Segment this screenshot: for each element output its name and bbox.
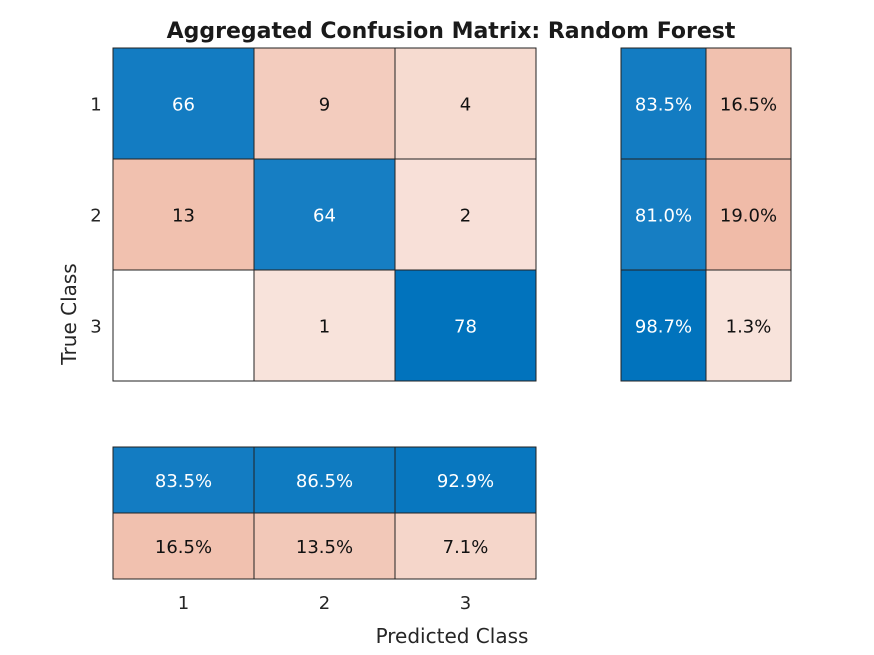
matrix-cell-2-2 xyxy=(253,158,396,271)
matrix-cell-value: 2 xyxy=(460,206,471,227)
y-tick-label: 3 xyxy=(90,317,101,338)
row-summary-value: 81.0% xyxy=(635,206,692,227)
column-summary-value: 16.5% xyxy=(155,537,212,558)
row-summary-value: 16.5% xyxy=(720,95,777,116)
matrix-cell-value: 66 xyxy=(172,95,195,116)
row-summary-cell-3-correct xyxy=(620,269,707,382)
x-tick-label: 2 xyxy=(319,593,330,614)
column-summary-cell-2-correct xyxy=(253,446,396,514)
column-summary-cell-2-incorrect xyxy=(253,512,396,580)
column-summary-value: 13.5% xyxy=(296,537,353,558)
row-summary-cell-3-incorrect xyxy=(705,269,792,382)
row-summary-cell-1-incorrect xyxy=(705,47,792,160)
y-tick-label: 2 xyxy=(90,206,101,227)
row-summary-cell-2-incorrect xyxy=(705,158,792,271)
confusion-matrix-grid: 66 9 4 13 64 2 1 78 xyxy=(112,47,537,382)
x-tick-label: 3 xyxy=(460,593,471,614)
matrix-cell-3-2 xyxy=(253,269,396,382)
x-axis-label: Predicted Class xyxy=(376,624,529,648)
matrix-cell-1-3 xyxy=(394,47,537,160)
column-summary-cell-3-correct xyxy=(394,446,537,514)
row-summary-value: 19.0% xyxy=(720,206,777,227)
column-summary-grid: 83.5% 86.5% 92.9% 16.5% 13.5% 7.1% xyxy=(112,446,537,580)
row-summary-value: 83.5% xyxy=(635,95,692,116)
y-tick-label: 1 xyxy=(90,95,101,116)
column-summary-cell-1-correct xyxy=(112,446,255,514)
tick-labels: 1 1 2 2 3 3 xyxy=(90,95,471,615)
matrix-cell-2-3 xyxy=(394,158,537,271)
row-summary-value: 98.7% xyxy=(635,317,692,338)
matrix-cell-3-3 xyxy=(394,269,537,382)
matrix-cell-value: 1 xyxy=(319,317,330,338)
y-axis-label: True Class xyxy=(57,263,81,365)
matrix-cell-1-1 xyxy=(112,47,255,160)
column-summary-cell-3-incorrect xyxy=(394,512,537,580)
column-summary-cell-1-incorrect xyxy=(112,512,255,580)
matrix-cell-1-2 xyxy=(253,47,396,160)
matrix-cell-value: 9 xyxy=(319,95,330,116)
x-tick-label: 1 xyxy=(178,593,189,614)
matrix-cell-2-1 xyxy=(112,158,255,271)
column-summary-value: 83.5% xyxy=(155,471,212,492)
chart-title: Aggregated Confusion Matrix: Random Fore… xyxy=(167,19,736,44)
matrix-cell-value: 4 xyxy=(460,95,471,116)
matrix-cell-3-1 xyxy=(112,269,255,382)
column-summary-value: 86.5% xyxy=(296,471,353,492)
row-summary-value: 1.3% xyxy=(726,317,772,338)
column-summary-value: 92.9% xyxy=(437,471,494,492)
row-summary-grid: 83.5% 16.5% 81.0% 19.0% 98.7% 1.3% xyxy=(620,47,792,382)
matrix-cell-value: 78 xyxy=(454,317,477,338)
column-summary-value: 7.1% xyxy=(443,537,489,558)
matrix-cell-value: 64 xyxy=(313,206,336,227)
matrix-cell-value: 13 xyxy=(172,206,195,227)
